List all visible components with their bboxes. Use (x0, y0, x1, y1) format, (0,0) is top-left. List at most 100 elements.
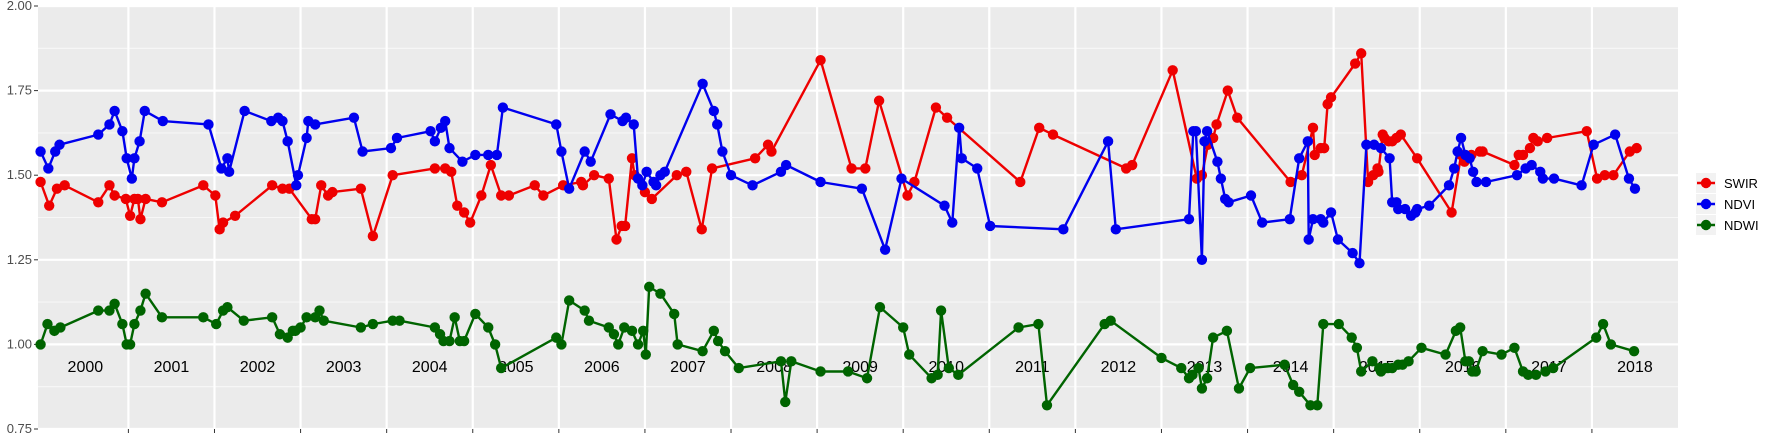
data-point-ndvi (1452, 146, 1463, 157)
data-point-swir (1318, 142, 1330, 154)
data-point-ndvi (1443, 180, 1455, 191)
data-point-ndvi (1245, 190, 1257, 201)
data-point-ndwi (632, 339, 644, 350)
data-point-swir (229, 210, 241, 222)
data-point-swir (210, 190, 221, 201)
data-point-swir (941, 112, 953, 123)
data-point-swir (1296, 170, 1307, 181)
data-point-ndvi (157, 115, 169, 127)
data-point-ndvi (637, 180, 648, 191)
data-point-ndwi (198, 312, 209, 323)
data-point-ndvi (717, 146, 728, 157)
data-point-ndvi (585, 156, 596, 167)
data-point-ndvi (109, 105, 120, 117)
data-point-ndvi (425, 126, 436, 137)
data-point-ndwi (874, 301, 886, 313)
data-point-swir (1034, 122, 1045, 134)
data-point-ndwi (733, 362, 744, 374)
data-point-swir (611, 234, 622, 245)
data-point-swir (1599, 170, 1611, 181)
data-point-ndwi (55, 322, 66, 333)
data-point-ndvi (1318, 217, 1329, 228)
data-point-swir (1532, 136, 1543, 147)
data-point-ndvi (1354, 257, 1365, 269)
year-label: 2012 (1101, 359, 1137, 376)
data-point-ndvi (491, 149, 503, 161)
data-point-ndwi (1193, 362, 1204, 374)
data-point-ndvi (1190, 126, 1202, 137)
data-point-swir (429, 163, 441, 174)
data-point-ndwi (953, 369, 964, 381)
data-point-ndwi (1244, 362, 1256, 374)
data-point-swir (43, 200, 55, 211)
data-point-ndwi (274, 329, 286, 340)
data-point-ndvi (1199, 136, 1210, 147)
data-point-ndwi (1279, 359, 1290, 370)
data-point-ndwi (1221, 325, 1233, 337)
data-point-ndwi (1496, 349, 1507, 360)
data-point-ndwi (449, 312, 460, 323)
data-point-ndwi (1416, 342, 1427, 353)
data-point-swir (1591, 173, 1603, 184)
data-point-ndwi (1013, 322, 1024, 333)
data-point-ndvi (1110, 224, 1122, 235)
data-point-ndvi (222, 153, 233, 164)
data-point-swir (1211, 119, 1222, 130)
legend-key-point (1700, 177, 1712, 189)
data-point-ndvi (216, 163, 227, 174)
data-point-ndvi (947, 217, 958, 228)
y-tick-label: 0.75 (7, 421, 32, 436)
data-point-swir (626, 153, 638, 164)
y-tick-label: 1.75 (7, 83, 32, 98)
data-point-ndvi (659, 166, 670, 178)
data-point-ndvi (1623, 173, 1635, 184)
data-point-ndwi (1540, 366, 1551, 377)
data-point-ndvi (725, 170, 737, 181)
data-point-ndwi (301, 312, 312, 323)
data-point-ndwi (1041, 400, 1053, 411)
data-point-ndvi (1629, 183, 1641, 194)
data-point-ndwi (266, 312, 278, 323)
data-point-swir (603, 173, 614, 184)
data-point-ndvi (650, 180, 662, 191)
data-point-ndwi (394, 315, 405, 326)
data-point-ndvi (605, 109, 616, 120)
data-point-swir (846, 163, 857, 174)
data-point-ndwi (42, 318, 53, 330)
data-point-ndwi (295, 322, 306, 333)
data-point-ndwi (1470, 366, 1481, 377)
data-point-ndvi (1464, 153, 1475, 164)
data-point-ndvi (1424, 200, 1435, 211)
data-point-ndwi (129, 318, 140, 330)
data-point-swir (1395, 129, 1406, 140)
data-point-ndvi (440, 115, 451, 127)
legend-key-point (1700, 219, 1712, 231)
data-point-ndwi (1287, 379, 1299, 391)
y-tick-label: 1.00 (7, 336, 32, 351)
data-point-ndvi (984, 220, 996, 232)
data-point-swir (1015, 176, 1026, 188)
data-point-ndvi (939, 200, 950, 211)
data-point-ndwi (1333, 318, 1345, 330)
legend-item-swir: SWIR (1696, 173, 1758, 193)
data-point-ndvi (497, 102, 509, 113)
data-point-swir (464, 217, 476, 228)
data-point-ndwi (861, 373, 873, 384)
data-point-ndwi (470, 308, 481, 320)
data-point-swir (815, 54, 826, 66)
data-point-ndvi (708, 105, 720, 117)
data-point-ndwi (655, 288, 666, 299)
data-point-swir (1232, 112, 1243, 123)
data-point-ndwi (1033, 318, 1044, 330)
data-point-ndwi (932, 369, 943, 381)
data-point-ndvi (1576, 180, 1587, 191)
legend: SWIR NDVI NDWI (1696, 173, 1759, 235)
data-point-ndvi (1448, 163, 1460, 174)
data-point-swir (59, 180, 70, 191)
data-point-ndvi (956, 153, 967, 164)
data-point-ndvi (1303, 234, 1314, 245)
year-label: 2004 (412, 359, 448, 376)
data-point-swir (458, 207, 470, 218)
data-point-ndwi (109, 298, 120, 309)
data-point-ndvi (129, 153, 140, 164)
